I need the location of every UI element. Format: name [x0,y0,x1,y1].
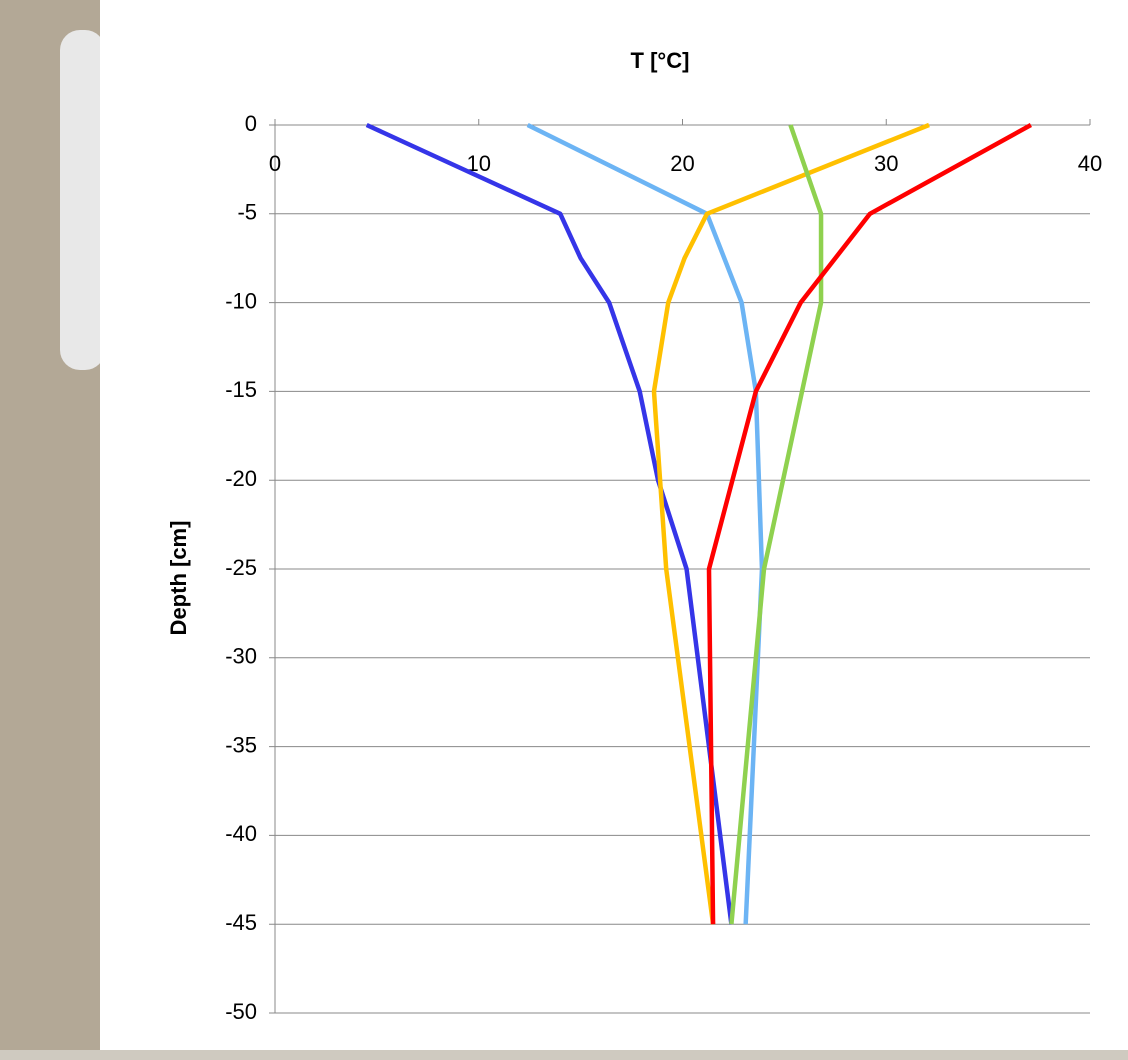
bottom-strip [0,1050,1128,1060]
y-tick-label: -5 [237,200,257,225]
chart-title: T [°C] [631,48,690,73]
chart: T [°C] Depth [cm] 0 -5 -10 -15 -20 -25 -30 -35 -… [0,0,1128,1060]
y-tick-label: -35 [225,732,257,757]
x-tick-label: 20 [670,151,694,176]
photo-object [60,30,105,370]
y-tick-label: -50 [225,999,257,1024]
y-axis-label: Depth [cm] [166,521,191,636]
y-tick-label: -30 [225,644,257,669]
y-tick-label: -25 [225,555,257,580]
x-tick-label: 30 [874,151,898,176]
y-tick-label: -40 [225,821,257,846]
y-tick-label: -10 [225,288,257,313]
x-tick-label: 0 [269,151,281,176]
y-tick-label: -45 [225,910,257,935]
y-tick-label: -20 [225,466,257,491]
y-tick-label: 0 [245,111,257,136]
x-tick-label: 40 [1078,151,1102,176]
y-tick-label: -15 [225,377,257,402]
page: {"chart_data": {"type": "line", "title":… [0,0,1128,1060]
